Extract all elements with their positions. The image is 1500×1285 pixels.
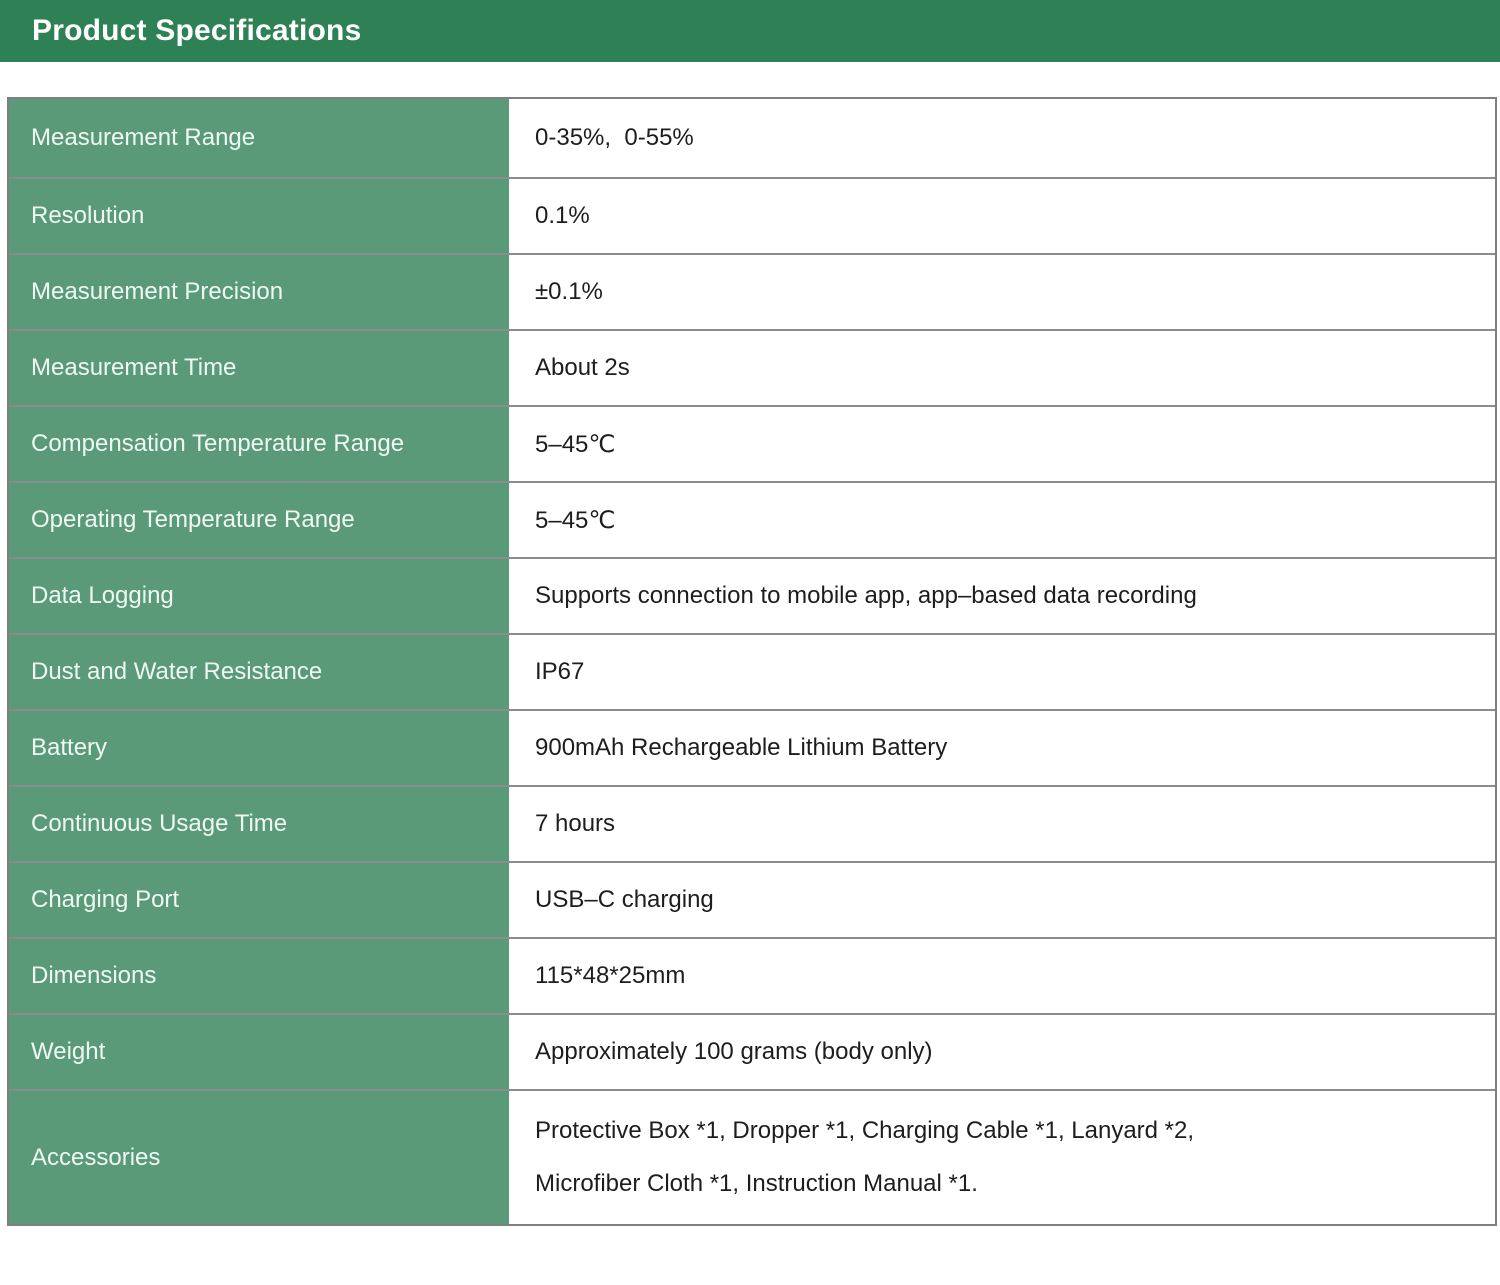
spec-label: Charging Port [9,863,509,937]
spec-row-continuous-usage-time: Continuous Usage Time 7 hours [9,785,1495,861]
spec-row-dust-water-resistance: Dust and Water Resistance IP67 [9,633,1495,709]
spec-value: 5–45℃ [509,483,1495,557]
spec-value: ±0.1% [509,255,1495,329]
header-bar: Product Specifications [0,0,1500,62]
spec-value: Supports connection to mobile app, app–b… [509,559,1495,633]
spec-value: 0.1% [509,179,1495,253]
spec-label: Measurement Range [9,99,509,177]
spec-value: 0-35%, 0-55% [509,99,1495,177]
spec-row-accessories: Accessories Protective Box *1, Dropper *… [9,1089,1495,1224]
spec-row-resolution: Resolution 0.1% [9,177,1495,253]
spec-label: Accessories [9,1091,509,1224]
spec-label: Weight [9,1015,509,1089]
spec-label: Measurement Time [9,331,509,405]
spec-row-data-logging: Data Logging Supports connection to mobi… [9,557,1495,633]
spec-table: Measurement Range 0-35%, 0-55% Resolutio… [7,97,1497,1226]
page-title: Product Specifications [32,14,362,47]
spec-label: Battery [9,711,509,785]
spec-row-measurement-time: Measurement Time About 2s [9,329,1495,405]
spec-value: 7 hours [509,787,1495,861]
spec-value: About 2s [509,331,1495,405]
spec-row-operating-temperature-range: Operating Temperature Range 5–45℃ [9,481,1495,557]
spec-row-measurement-range: Measurement Range 0-35%, 0-55% [9,99,1495,177]
spec-row-battery: Battery 900mAh Rechargeable Lithium Batt… [9,709,1495,785]
spec-value: 900mAh Rechargeable Lithium Battery [509,711,1495,785]
spec-label: Measurement Precision [9,255,509,329]
spec-row-weight: Weight Approximately 100 grams (body onl… [9,1013,1495,1089]
spec-value: 115*48*25mm [509,939,1495,1013]
spec-label: Resolution [9,179,509,253]
spec-row-compensation-temperature-range: Compensation Temperature Range 5–45℃ [9,405,1495,481]
spec-row-measurement-precision: Measurement Precision ±0.1% [9,253,1495,329]
spec-label: Dimensions [9,939,509,1013]
spec-label: Operating Temperature Range [9,483,509,557]
spec-value: Approximately 100 grams (body only) [509,1015,1495,1089]
spec-label: Compensation Temperature Range [9,407,509,481]
spec-value: IP67 [509,635,1495,709]
spec-row-charging-port: Charging Port USB–C charging [9,861,1495,937]
spec-value: Protective Box *1, Dropper *1, Charging … [509,1091,1495,1224]
spec-label: Data Logging [9,559,509,633]
spec-label: Continuous Usage Time [9,787,509,861]
spec-value: USB–C charging [509,863,1495,937]
spec-row-dimensions: Dimensions 115*48*25mm [9,937,1495,1013]
spec-label: Dust and Water Resistance [9,635,509,709]
spec-value: 5–45℃ [509,407,1495,481]
